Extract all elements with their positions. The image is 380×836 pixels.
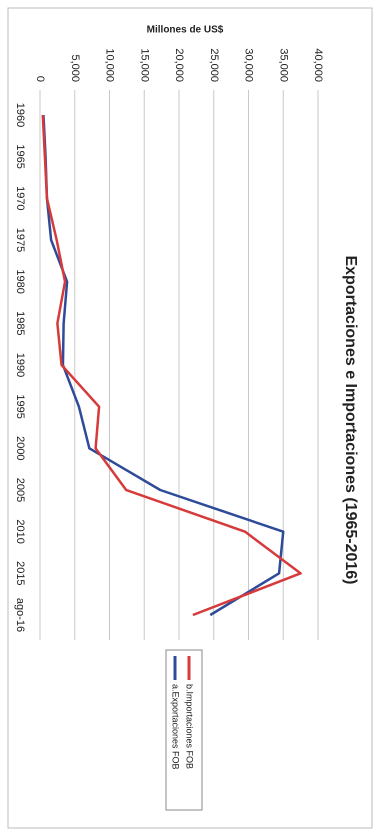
x-tick-label: 2015 <box>14 561 26 585</box>
y-tick-label: 15,000 <box>138 48 150 82</box>
x-tick-label: 1970 <box>14 186 26 210</box>
y-tick-label: 35,000 <box>277 48 289 82</box>
y-tick-label: 25,000 <box>208 48 220 82</box>
x-tick-label: 1985 <box>14 311 26 335</box>
x-tick-label: 1965 <box>14 144 26 168</box>
legend-box <box>165 649 203 811</box>
x-tick-label: 1975 <box>14 228 26 252</box>
y-tick-label: 0 <box>34 76 46 82</box>
x-tick-label: 1980 <box>14 269 26 293</box>
x-tick-label: 2000 <box>14 436 26 460</box>
y-tick-label: 5,000 <box>69 54 81 82</box>
x-tick-label: 1990 <box>14 353 26 377</box>
x-tick-label: 2010 <box>14 519 26 543</box>
y-axis-label: Millones de US$ <box>147 25 224 36</box>
chart-title: Exportaciones e Importaciones (1965-2016… <box>342 255 359 584</box>
rotated-plot: Exportaciones e Importaciones (1965-2016… <box>14 48 359 811</box>
x-tick-label: ago-16 <box>14 598 26 632</box>
y-tick-label: 20,000 <box>173 48 185 82</box>
legend-label: a.Exportaciones FOB <box>171 684 181 770</box>
series-line <box>41 114 302 617</box>
y-tick-label: 10,000 <box>104 48 116 82</box>
legend-label: b.Importaciones FOB <box>185 684 195 769</box>
x-tick-label: 1995 <box>14 394 26 418</box>
y-tick-label: 40,000 <box>312 48 324 82</box>
y-tick-label: 30,000 <box>243 48 255 82</box>
x-tick-label: 2005 <box>14 478 26 502</box>
x-tick-label: 1960 <box>14 103 26 127</box>
